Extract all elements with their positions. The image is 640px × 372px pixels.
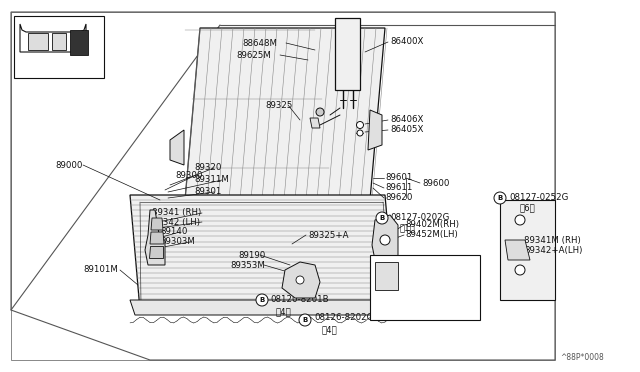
- Text: 89345M(RH): 89345M(RH): [392, 269, 446, 279]
- Text: B: B: [497, 195, 502, 201]
- Polygon shape: [28, 33, 48, 50]
- Text: 89311M: 89311M: [194, 176, 229, 185]
- Bar: [500, 200, 555, 300]
- Polygon shape: [372, 215, 398, 265]
- Polygon shape: [335, 18, 360, 90]
- Text: 08127-0202G: 08127-0202G: [390, 214, 449, 222]
- Text: 08126-8202G: 08126-8202G: [314, 314, 373, 323]
- Text: 89452M(LH): 89452M(LH): [405, 231, 458, 240]
- Circle shape: [515, 215, 525, 225]
- Text: 89325+A: 89325+A: [308, 231, 349, 240]
- Polygon shape: [151, 218, 163, 230]
- Text: 89342 (LH): 89342 (LH): [152, 218, 200, 227]
- Text: 89601: 89601: [385, 173, 412, 183]
- Text: 88648M: 88648M: [242, 38, 277, 48]
- Text: 89625M: 89625M: [236, 51, 271, 60]
- Polygon shape: [310, 118, 320, 128]
- Circle shape: [494, 192, 506, 204]
- Text: B: B: [380, 215, 385, 221]
- Polygon shape: [170, 130, 184, 165]
- Text: 08120-8201B: 08120-8201B: [270, 295, 328, 305]
- Text: 89190: 89190: [238, 250, 265, 260]
- Circle shape: [515, 265, 525, 275]
- Polygon shape: [52, 33, 66, 50]
- Text: 08127-0252G: 08127-0252G: [509, 193, 568, 202]
- Polygon shape: [150, 232, 164, 244]
- Text: 89341M (RH): 89341M (RH): [524, 235, 580, 244]
- Polygon shape: [70, 30, 88, 55]
- Polygon shape: [130, 300, 405, 315]
- Polygon shape: [185, 28, 385, 200]
- Text: 89101M: 89101M: [83, 266, 118, 275]
- Circle shape: [357, 130, 363, 136]
- Circle shape: [299, 314, 311, 326]
- Text: 89620: 89620: [385, 193, 412, 202]
- Text: 89140: 89140: [160, 228, 188, 237]
- Text: （4）: （4）: [322, 326, 338, 334]
- Text: B: B: [302, 317, 308, 323]
- Text: 89342+A(LH): 89342+A(LH): [524, 246, 582, 254]
- Text: 89341 (RH): 89341 (RH): [152, 208, 201, 218]
- Text: （4）: （4）: [276, 308, 292, 317]
- Polygon shape: [149, 246, 163, 258]
- Polygon shape: [368, 110, 382, 150]
- Text: 89402M(RH): 89402M(RH): [405, 221, 459, 230]
- Text: GEN, EUR: GEN, EUR: [398, 259, 440, 267]
- Circle shape: [356, 122, 364, 128]
- Text: 86400X: 86400X: [390, 38, 424, 46]
- Text: B: B: [259, 297, 264, 303]
- Circle shape: [316, 108, 324, 116]
- Text: 89303M: 89303M: [160, 237, 195, 247]
- Text: B9395M(LH): B9395M(LH): [392, 279, 445, 289]
- Text: 86405X: 86405X: [390, 125, 424, 135]
- Circle shape: [380, 235, 390, 245]
- Text: 89301: 89301: [194, 187, 221, 196]
- Polygon shape: [505, 240, 530, 260]
- Text: ^88P*0008: ^88P*0008: [560, 353, 604, 362]
- Text: 86406X: 86406X: [390, 115, 424, 125]
- Text: 89600: 89600: [422, 179, 449, 187]
- Bar: [370, 255, 480, 320]
- Text: 89353M: 89353M: [230, 260, 265, 269]
- Polygon shape: [375, 262, 398, 290]
- Polygon shape: [282, 262, 320, 298]
- Text: 89000: 89000: [55, 160, 83, 170]
- Text: 89320: 89320: [194, 164, 221, 173]
- Text: 89325: 89325: [265, 100, 292, 109]
- Text: （1）: （1）: [400, 224, 416, 232]
- Bar: [14, 16, 104, 78]
- Polygon shape: [130, 195, 395, 310]
- Circle shape: [256, 294, 268, 306]
- Circle shape: [376, 212, 388, 224]
- Text: 89611: 89611: [385, 183, 412, 192]
- Circle shape: [296, 276, 304, 284]
- Text: 89300: 89300: [175, 170, 202, 180]
- Polygon shape: [145, 210, 165, 265]
- Text: （6）: （6）: [520, 203, 536, 212]
